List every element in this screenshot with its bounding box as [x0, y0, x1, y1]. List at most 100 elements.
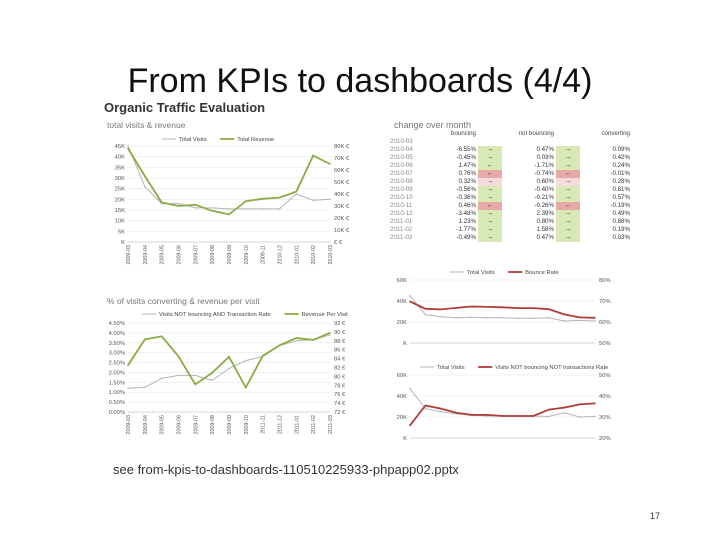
data-point: [295, 193, 298, 195]
y-right-tick-label: 50%: [599, 373, 611, 379]
x-tick-label: 2011-03: [328, 415, 334, 434]
x-tick-label: 2010-02: [311, 245, 317, 264]
table-cell-c: 0.09%: [612, 146, 630, 153]
table-cell-nb: -0.40%: [534, 186, 554, 193]
data-point: [144, 386, 146, 389]
x-tick-label: 2009-07: [193, 245, 199, 264]
y-left-tick-label: 35K: [115, 165, 125, 171]
data-point: [578, 316, 581, 319]
data-point: [177, 374, 180, 377]
table-cell-c-arrow: [632, 194, 656, 202]
table-cell-c: 0.42%: [612, 154, 630, 161]
data-point: [177, 355, 180, 358]
legend-label: Visits NOT bouncing AND Transaction Rate: [159, 312, 271, 318]
table-cell-nb: -0.26%: [534, 202, 554, 209]
table-cell-nb: -0.21%: [534, 194, 554, 201]
data-point: [470, 316, 473, 319]
x-tick-label: 2011-02: [311, 415, 317, 434]
y-left-tick-label: 40K: [397, 299, 407, 305]
series-line-bounce-rate: [409, 300, 596, 319]
table-cell-month: 2011-02: [390, 226, 413, 233]
data-point: [228, 208, 230, 210]
table-cell-nb-arrow: →: [556, 234, 580, 242]
legend-label: Bounce Rate: [525, 270, 559, 276]
data-point: [532, 317, 535, 320]
series-line-visits-not-bouncing-not-transactions-rate: [409, 402, 596, 426]
data-point: [329, 198, 331, 201]
y-left-tick-label: 40K: [397, 394, 407, 400]
data-point: [501, 415, 504, 417]
x-tick-label: 2011-01: [294, 415, 300, 434]
data-point: [211, 207, 213, 209]
data-point: [144, 175, 146, 177]
y-right-tick-label: 20K €: [334, 216, 350, 222]
table-cell-nb-arrow: →: [556, 146, 580, 154]
y-right-tick-label: 84 €: [334, 357, 346, 363]
table-cell-nb-arrow: →: [556, 194, 580, 202]
table-title-change-over-month: change over month: [394, 120, 472, 130]
y-left-tick-label: 3.50%: [109, 341, 125, 347]
table-row: 2010-11 0.46% ← -0.26% ← -0.19%: [388, 202, 656, 210]
data-point: [578, 416, 581, 418]
y-right-tick-label: 70K €: [334, 156, 350, 162]
table-cell-month: 2010-09: [390, 186, 413, 193]
table-cell-c-arrow: [632, 234, 656, 242]
y-left-tick-label: 4.00%: [109, 331, 125, 337]
x-tick-label: 2009-04: [143, 245, 149, 264]
data-point: [486, 317, 488, 319]
data-point: [228, 367, 230, 370]
table-cell-c: 0.49%: [612, 210, 630, 217]
table-cell-c-arrow: [632, 170, 656, 178]
x-tick-label: 2010-12: [278, 245, 284, 264]
table-cell-b-arrow: →: [478, 226, 502, 234]
x-tick-label: 2009-06: [177, 245, 183, 264]
data-point: [470, 414, 473, 416]
y-left-tick-label: 1.50%: [109, 380, 125, 386]
table-cell-month: 2010-11: [390, 202, 413, 209]
table-cell-c-arrow: [632, 154, 656, 162]
data-point: [245, 359, 247, 362]
x-tick-label: 2009-05: [160, 415, 166, 434]
data-point: [409, 424, 411, 427]
table-cell-c: 0.03%: [612, 234, 630, 241]
slide-title: From KPIs to dashboards (4/4): [127, 62, 593, 100]
table-cell-nb-arrow: ←: [556, 170, 580, 178]
data-point: [177, 205, 180, 207]
y-left-tick-label: 0.50%: [109, 400, 125, 406]
table-cell-c-arrow: [632, 202, 656, 210]
table-row: 2011-02 -1.77% → 1.58% → 0.19%: [388, 226, 656, 234]
x-tick-label: 2009-03: [126, 415, 132, 434]
table-cell-b: 0.76%: [458, 170, 476, 177]
y-right-tick-label: 74 €: [334, 401, 346, 407]
table-cell-nb: 0.47%: [536, 146, 554, 153]
data-point: [228, 356, 230, 358]
data-point: [278, 344, 281, 347]
table-cell-c-arrow: [632, 186, 656, 194]
table-cell-b-arrow: →: [478, 194, 502, 202]
data-point: [160, 335, 163, 338]
data-point: [578, 403, 581, 406]
y-right-tick-label: € €: [334, 240, 343, 246]
table-row: 2011-03 -0.49% → 0.47% → 0.03%: [388, 234, 656, 242]
data-point: [261, 208, 264, 210]
table-cell-month: 2010-07: [390, 170, 413, 177]
change-over-month-table: bouncing not bouncing converting 2010-03…: [388, 130, 656, 242]
x-tick-label: 2009-04: [143, 415, 149, 434]
y-right-tick-label: 30K €: [334, 204, 350, 210]
legend-label: Total Visits: [437, 365, 465, 371]
legend-label: Visits NOT bouncing NOT transactions Rat…: [495, 365, 608, 371]
y-right-tick-label: 20%: [599, 436, 611, 442]
table-cell-month: 2011-01: [390, 218, 413, 225]
chart-converting-revenue: 0.00% 0.50% 1.00% 1.50% 2.00% 2.50% 3.00% 3.50%…: [109, 312, 349, 434]
data-point: [278, 208, 281, 210]
y-left-tick-label: K: [403, 436, 407, 442]
data-point: [329, 163, 331, 165]
table-cell-b-arrow: →: [478, 234, 502, 242]
table-cell-c: 0.81%: [612, 186, 630, 193]
table-cell-month: 2010-05: [390, 154, 413, 161]
table-cell-month: 2010-06: [390, 162, 413, 169]
table-cell-month: 2010-12: [390, 210, 413, 217]
table-cell-c-arrow: [632, 210, 656, 218]
y-left-tick-label: 2.00%: [109, 370, 125, 376]
y-right-tick-label: 90 €: [334, 330, 346, 336]
